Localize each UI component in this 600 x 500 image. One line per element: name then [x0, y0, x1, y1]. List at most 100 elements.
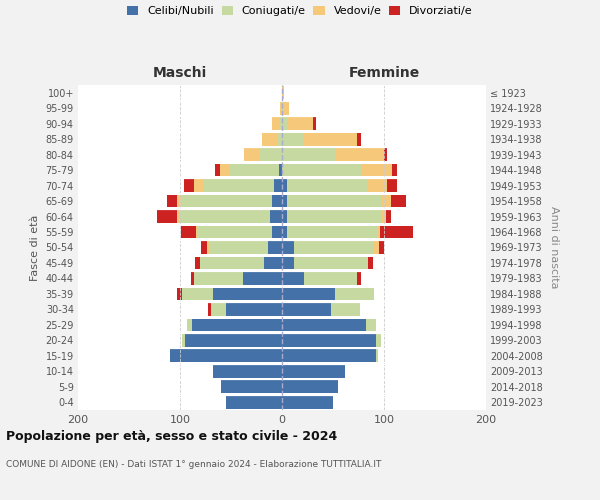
- Bar: [287, 179, 367, 192]
- Bar: [367, 179, 387, 192]
- Bar: [304, 272, 358, 285]
- Bar: [226, 396, 282, 408]
- Bar: [226, 303, 282, 316]
- Bar: [391, 194, 406, 207]
- Bar: [284, 102, 289, 115]
- Bar: [282, 241, 294, 254]
- Bar: [313, 118, 316, 130]
- Bar: [272, 226, 282, 238]
- Bar: [263, 256, 282, 270]
- Bar: [177, 210, 180, 223]
- Bar: [262, 133, 277, 145]
- Bar: [282, 365, 345, 378]
- Bar: [194, 272, 243, 285]
- Bar: [185, 334, 282, 346]
- Bar: [387, 179, 397, 192]
- Bar: [282, 396, 333, 408]
- Bar: [282, 194, 287, 207]
- Bar: [194, 179, 205, 192]
- Bar: [365, 318, 376, 331]
- Bar: [211, 303, 226, 316]
- Bar: [196, 226, 199, 238]
- Bar: [277, 133, 282, 145]
- Bar: [167, 194, 177, 207]
- Bar: [377, 226, 380, 238]
- Bar: [287, 226, 377, 238]
- Bar: [177, 194, 182, 207]
- Bar: [358, 272, 361, 285]
- Text: Femmine: Femmine: [349, 66, 419, 80]
- Bar: [170, 350, 282, 362]
- Bar: [287, 118, 313, 130]
- Bar: [187, 318, 192, 331]
- Bar: [282, 148, 335, 161]
- Bar: [274, 179, 282, 192]
- Bar: [335, 148, 384, 161]
- Bar: [272, 118, 280, 130]
- Bar: [368, 256, 373, 270]
- Bar: [280, 118, 282, 130]
- Text: Popolazione per età, sesso e stato civile - 2024: Popolazione per età, sesso e stato civil…: [6, 430, 337, 443]
- Bar: [182, 334, 185, 346]
- Bar: [304, 133, 358, 145]
- Bar: [202, 241, 206, 254]
- Bar: [282, 256, 294, 270]
- Bar: [294, 241, 374, 254]
- Bar: [282, 334, 376, 346]
- Bar: [206, 241, 209, 254]
- Bar: [212, 365, 282, 378]
- Bar: [268, 241, 282, 254]
- Bar: [380, 226, 413, 238]
- Bar: [243, 272, 282, 285]
- Bar: [192, 318, 282, 331]
- Bar: [282, 86, 284, 99]
- Bar: [282, 318, 365, 331]
- Bar: [199, 226, 272, 238]
- Bar: [282, 350, 376, 362]
- Text: Maschi: Maschi: [153, 66, 207, 80]
- Bar: [220, 164, 230, 176]
- Bar: [381, 194, 391, 207]
- Bar: [215, 164, 220, 176]
- Bar: [244, 148, 260, 161]
- Bar: [209, 241, 268, 254]
- Bar: [376, 334, 381, 346]
- Bar: [212, 288, 282, 300]
- Bar: [282, 210, 287, 223]
- Bar: [294, 256, 368, 270]
- Bar: [282, 179, 287, 192]
- Bar: [282, 288, 335, 300]
- Bar: [270, 210, 282, 223]
- Bar: [157, 210, 177, 223]
- Y-axis label: Anni di nascita: Anni di nascita: [548, 206, 559, 288]
- Legend: Celibi/Nubili, Coniugati/e, Vedovi/e, Divorziati/e: Celibi/Nubili, Coniugati/e, Vedovi/e, Di…: [127, 6, 473, 16]
- Bar: [362, 164, 392, 176]
- Bar: [374, 241, 379, 254]
- Bar: [392, 164, 397, 176]
- Y-axis label: Fasce di età: Fasce di età: [30, 214, 40, 280]
- Bar: [184, 179, 194, 192]
- Bar: [191, 272, 194, 285]
- Bar: [279, 164, 282, 176]
- Bar: [282, 133, 304, 145]
- Bar: [272, 194, 282, 207]
- Bar: [182, 288, 212, 300]
- Bar: [282, 118, 287, 130]
- Bar: [181, 226, 196, 238]
- Bar: [287, 194, 381, 207]
- Bar: [205, 179, 274, 192]
- Bar: [177, 288, 182, 300]
- Bar: [208, 303, 211, 316]
- Bar: [282, 226, 287, 238]
- Bar: [180, 210, 270, 223]
- Bar: [282, 380, 338, 393]
- Bar: [280, 102, 282, 115]
- Text: COMUNE DI AIDONE (EN) - Dati ISTAT 1° gennaio 2024 - Elaborazione TUTTITALIA.IT: COMUNE DI AIDONE (EN) - Dati ISTAT 1° ge…: [6, 460, 382, 469]
- Bar: [230, 164, 279, 176]
- Bar: [358, 133, 361, 145]
- Bar: [282, 164, 362, 176]
- Bar: [260, 148, 282, 161]
- Bar: [376, 350, 378, 362]
- Bar: [384, 148, 387, 161]
- Bar: [200, 256, 263, 270]
